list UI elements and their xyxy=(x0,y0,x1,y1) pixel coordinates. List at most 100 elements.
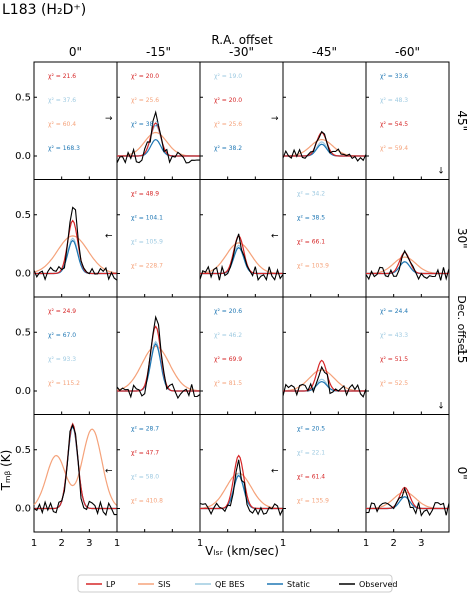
legend-box xyxy=(77,574,393,593)
panel: χ² = 24.9 χ² = 67.0 χ² = 93.3 χ² = 115.2 xyxy=(33,296,118,415)
model-line-sis xyxy=(365,491,449,510)
column-label: 0" xyxy=(69,45,82,59)
y-tick-label: 0.0 xyxy=(15,504,31,515)
panel xyxy=(365,414,450,533)
panel: χ² = 34.2 χ² = 38.5 χ² = 66.1 χ² = 103.9 ← xyxy=(271,179,367,298)
legend-label: Static xyxy=(287,580,310,589)
y-tick-label: 0.5 xyxy=(15,327,31,338)
chi2-label: χ² = 47.7 xyxy=(131,450,159,457)
chi2-label: χ² = 60.4 xyxy=(48,121,76,128)
chi2-label: χ² = 67.0 xyxy=(48,332,76,339)
chi2-label: χ² = 168.3 xyxy=(48,145,80,152)
chi2-label: χ² = 28.7 xyxy=(131,426,159,433)
right-axis-label: Dec. offset xyxy=(455,295,468,355)
chi2-label: χ² = 43.3 xyxy=(380,332,408,339)
panel-frame xyxy=(282,61,367,180)
arrow-left-icon: → xyxy=(105,114,113,124)
panel: χ² = 20.6 χ² = 46.2 χ² = 69.9 χ² = 81.5 xyxy=(199,296,284,415)
x-tick-label: 2 xyxy=(390,538,396,549)
panel xyxy=(365,179,450,298)
y-tick-label: 0.0 xyxy=(15,386,31,397)
x-tick-label: 1 xyxy=(280,538,286,549)
legend-label: SIS xyxy=(158,580,171,589)
chi2-label: χ² = 51.5 xyxy=(380,356,408,363)
chi2-label: χ² = 46.2 xyxy=(214,332,242,339)
chi2-label: χ² = 103.9 xyxy=(297,263,329,270)
arrow-down-icon: ↓ xyxy=(437,402,445,412)
chi2-label: χ² = 410.8 xyxy=(131,498,163,505)
chi2-label: χ² = 37.6 xyxy=(48,97,76,104)
x-axis-label: Vₗₛᵣ (km/sec) xyxy=(205,544,279,558)
y-tick-label: 0.5 xyxy=(15,445,31,456)
chi2-label: χ² = 93.3 xyxy=(48,356,76,363)
panel: χ² = 33.6 χ² = 48.3 χ² = 54.5 χ² = 59.4 ↓ xyxy=(365,61,450,180)
arrow-down-icon: ↓ xyxy=(437,167,445,177)
model-line-lp xyxy=(34,219,117,275)
row-label: 45" xyxy=(455,110,469,131)
chi2-label: χ² = 38.2 xyxy=(214,145,242,152)
chi2-label: χ² = 104.1 xyxy=(131,215,163,222)
chi2-label: χ² = 24.9 xyxy=(48,308,76,315)
chi2-label: χ² = 20.0 xyxy=(214,97,242,104)
column-label: -15" xyxy=(146,45,171,59)
chi2-label: χ² = 135.9 xyxy=(297,498,329,505)
x-tick-label: 3 xyxy=(418,538,424,549)
panel: χ² = 48.9 χ² = 104.1 χ² = 105.9 χ² = 228.7 ← xyxy=(105,179,201,298)
chi2-label: χ² = 58.0 xyxy=(131,474,159,481)
panel xyxy=(199,414,284,533)
chi2-label: χ² = 48.3 xyxy=(380,97,408,104)
observed-line xyxy=(33,206,118,281)
model-line-lp xyxy=(117,122,200,157)
chi2-label: χ² = 61.4 xyxy=(297,474,325,481)
panel: χ² = 24.4 χ² = 43.3 χ² = 51.5 χ² = 52.5 ↓ xyxy=(365,296,450,415)
observed-line xyxy=(365,249,450,281)
chi2-label: χ² = 20.6 xyxy=(214,308,242,315)
chi2-label: χ² = 115.2 xyxy=(48,380,80,387)
chi2-label: χ² = 66.1 xyxy=(297,239,325,246)
chi2-label: χ² = 48.9 xyxy=(131,191,159,198)
chi2-label: χ² = 34.2 xyxy=(297,191,325,198)
model-line-lp xyxy=(366,486,449,510)
observed-line xyxy=(199,459,284,517)
model-line-qe-bes xyxy=(34,237,117,275)
model-line-sis xyxy=(117,131,200,157)
y-tick-label: 0.5 xyxy=(15,210,31,221)
chi2-label: χ² = 24.4 xyxy=(380,308,408,315)
chi2-label: χ² = 81.5 xyxy=(214,380,242,387)
x-tick-label: 1 xyxy=(197,538,203,549)
x-tick-label: 2 xyxy=(58,538,64,549)
chi2-label: χ² = 59.4 xyxy=(380,145,408,152)
chi2-label: χ² = 54.5 xyxy=(380,121,408,128)
panel-frame xyxy=(365,414,450,533)
chi2-label: χ² = 38.2 xyxy=(131,121,159,128)
model-line-sis xyxy=(283,369,367,392)
chi2-label: χ² = 25.6 xyxy=(131,97,159,104)
model-line-qe-bes xyxy=(117,124,200,157)
observed-line xyxy=(282,365,367,398)
x-tick-label: 1 xyxy=(114,538,120,549)
observed-line xyxy=(282,130,367,162)
chi2-label: χ² = 228.7 xyxy=(131,263,163,270)
row-label: 30" xyxy=(455,228,469,249)
panel xyxy=(116,296,201,415)
column-label: -30" xyxy=(229,45,254,59)
panel: → xyxy=(271,61,367,180)
column-label: -60" xyxy=(395,45,420,59)
arrow-left-icon: ← xyxy=(105,466,113,476)
chart-title: L183 (H₂D⁺) xyxy=(2,2,86,18)
chi2-label: χ² = 33.6 xyxy=(380,73,408,80)
panel-frame xyxy=(365,179,450,298)
y-tick-label: 0.5 xyxy=(15,92,31,103)
model-line-sis xyxy=(33,428,118,507)
x-tick-label: 1 xyxy=(363,538,369,549)
x-tick-label: 1 xyxy=(31,538,37,549)
panel: χ² = 20.5 χ² = 22.1 χ² = 61.4 χ² = 135.9 ← xyxy=(271,414,367,533)
chi2-label: χ² = 69.9 xyxy=(214,356,242,363)
column-label: -45" xyxy=(312,45,337,59)
chi2-label: χ² = 52.5 xyxy=(380,380,408,387)
model-line-lp xyxy=(117,325,200,392)
panel: χ² = 28.7 χ² = 47.7 χ² = 58.0 χ² = 410.8 ← xyxy=(105,414,201,533)
y-tick-label: 0.0 xyxy=(15,269,31,280)
legend-label: LP xyxy=(106,580,115,589)
